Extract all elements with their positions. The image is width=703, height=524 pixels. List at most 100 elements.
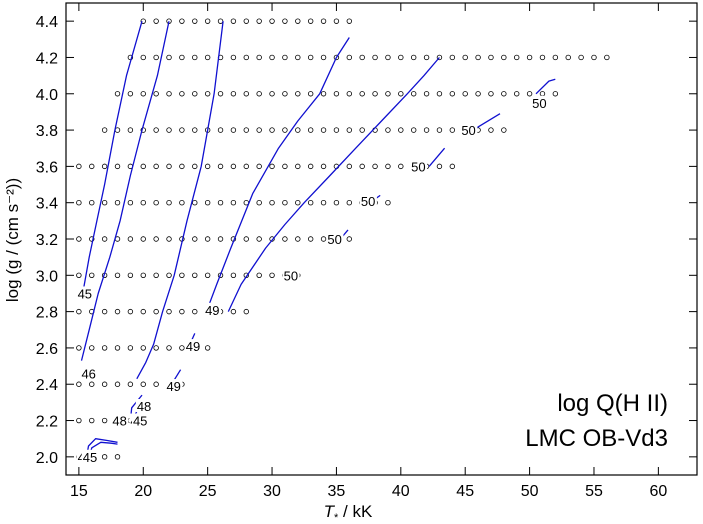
model-grid-point [449, 163, 456, 170]
model-grid-point [140, 345, 146, 351]
model-grid-point [153, 91, 159, 97]
contour-line-50 [535, 78, 556, 95]
model-grid-point [333, 18, 340, 24]
x-tick-label: 15 [70, 483, 88, 500]
model-grid-point [372, 54, 378, 61]
model-grid-point [269, 18, 275, 24]
model-grid-point [295, 163, 301, 170]
contour-label-bg [282, 268, 300, 282]
contour-label: 45 [78, 286, 92, 301]
model-grid-point [552, 91, 559, 97]
model-grid-point [501, 127, 507, 133]
model-grid-point [320, 163, 327, 170]
model-grid-point [385, 163, 391, 170]
y-tick-label: 2.2 [36, 414, 58, 431]
model-grid-point [153, 381, 159, 387]
model-grid-point [333, 127, 340, 133]
x-axis-title: T* / kK [324, 502, 373, 524]
model-grid-point [295, 236, 301, 242]
model-grid-point [153, 308, 159, 315]
model-grid-point [346, 236, 353, 242]
model-grid-point [101, 417, 108, 424]
model-grid-point [153, 18, 159, 24]
y-tick-label: 3.8 [36, 123, 58, 140]
contour-labels: 4545454648464548494949505050505050 [76, 95, 549, 465]
model-grid-point [140, 18, 146, 24]
model-grid-point [526, 91, 533, 97]
y-tick-label: 2.4 [36, 377, 58, 394]
model-grid-point [462, 54, 468, 61]
model-grid-point [204, 54, 211, 61]
y-axis-label: log (g / (cm s⁻²)) [3, 178, 22, 302]
model-grid-point [101, 308, 108, 315]
model-grid-point [269, 91, 275, 97]
model-grid-point [269, 127, 275, 133]
model-grid-point [307, 18, 314, 24]
model-grid-point [127, 272, 134, 279]
model-grid-point [552, 54, 559, 61]
y-tick-label: 3.0 [36, 268, 58, 285]
model-grid-point [127, 91, 134, 97]
model-grid-point [423, 54, 430, 61]
model-grid-point [307, 91, 314, 97]
x-tick-label: 25 [199, 483, 217, 500]
svg-text:T* / kK: T* / kK [324, 502, 373, 524]
model-grid-point [501, 54, 507, 61]
model-grid-point [410, 54, 417, 61]
model-grid-point [166, 163, 172, 170]
y-tick-label: 2.6 [36, 341, 58, 358]
contour-label-bg [76, 286, 94, 300]
model-grid-point [179, 127, 185, 133]
model-grid-point [307, 199, 314, 206]
model-grid-point [140, 199, 146, 206]
model-grid-point [243, 18, 249, 24]
model-grid-point [346, 163, 353, 170]
model-grid-point [307, 163, 314, 170]
model-grid-point [114, 308, 121, 315]
y-tick-label: 4.0 [36, 87, 58, 104]
model-grid-point [179, 91, 185, 97]
model-grid-point [179, 54, 185, 61]
contour-label: 50 [361, 194, 375, 209]
model-grid-point [256, 272, 262, 279]
model-grid-point [269, 163, 275, 170]
model-grid-point [282, 127, 288, 133]
model-grid-point [89, 163, 95, 170]
model-grid-point [256, 18, 262, 24]
model-grid-point [449, 127, 456, 133]
model-grid-point [295, 18, 301, 24]
model-grid-point [243, 236, 249, 242]
contour-label: 48 [137, 399, 151, 414]
model-grid-point [101, 381, 108, 387]
model-grid-point [114, 163, 121, 170]
y-tick-label: 4.4 [36, 14, 58, 31]
model-grid-point [230, 127, 237, 133]
model-grid-point [179, 308, 185, 315]
model-grid-point [140, 308, 146, 315]
model-grid-point [140, 54, 146, 61]
model-grid-point [140, 381, 146, 387]
model-grid-point [526, 54, 533, 61]
model-grid-point [372, 163, 378, 170]
model-grid-point [127, 381, 134, 387]
model-grid-point [372, 91, 378, 97]
contour-label: 50 [284, 268, 298, 283]
contour-label-bg [165, 379, 183, 393]
model-grid-point [153, 236, 159, 242]
model-grid-point [346, 54, 353, 61]
model-grid-point [256, 54, 262, 61]
model-grid-point [333, 199, 340, 206]
contour-label-bg [81, 449, 99, 463]
model-grid-point [449, 91, 456, 97]
model-grid-point [243, 127, 249, 133]
model-grid-point [166, 199, 172, 206]
model-grid-point [153, 163, 159, 170]
model-grid-point [192, 18, 198, 24]
contour-line-50 [428, 147, 446, 167]
model-grid-point [127, 345, 134, 351]
model-grid-point [179, 272, 185, 279]
contour-label-bg [135, 399, 153, 413]
contour-label: 50 [532, 96, 546, 111]
model-grid-point [204, 163, 211, 170]
model-grid-point [398, 127, 404, 133]
